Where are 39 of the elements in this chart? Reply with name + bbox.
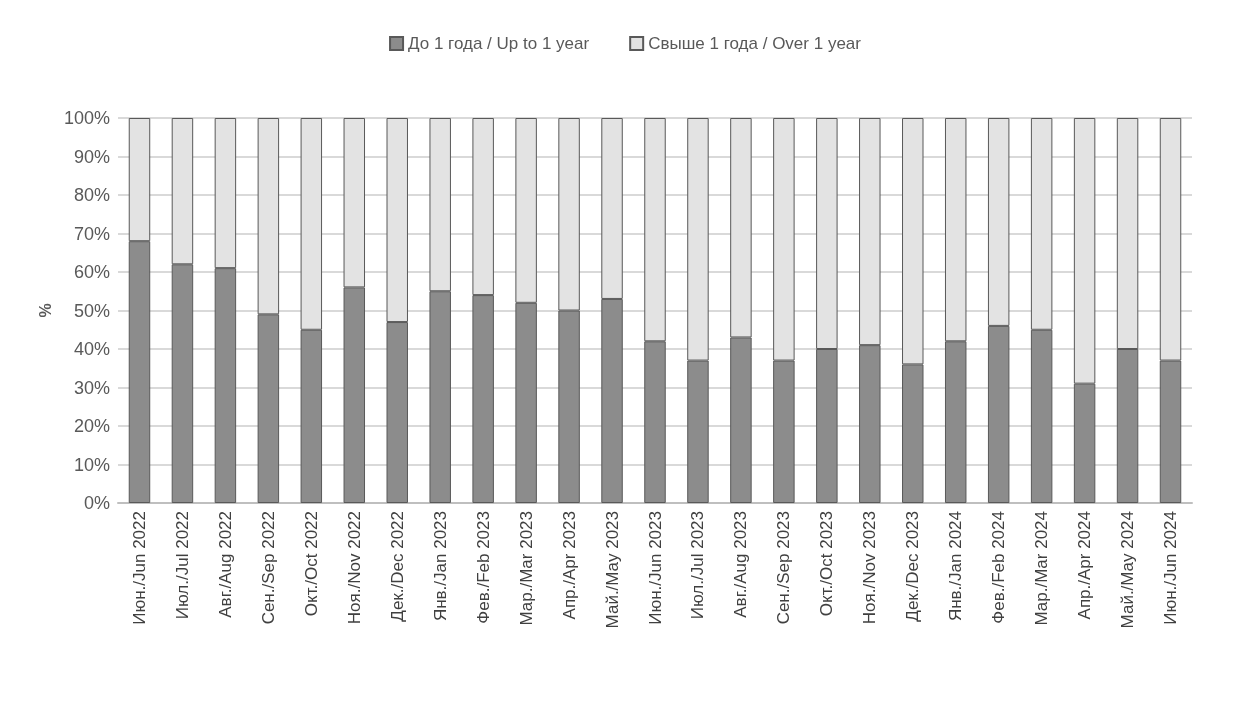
- y-tick-label: 60%: [73, 262, 110, 282]
- x-tick-label: Дек./Dec 2022: [387, 511, 407, 622]
- x-tick-label: Окт./Oct 2022: [301, 511, 321, 617]
- x-tick-label: Мар./Mar 2024: [1032, 511, 1052, 626]
- x-tick-label: Авг./Aug 2023: [731, 511, 751, 618]
- x-tick-label: Июн./Jun 2022: [129, 511, 149, 625]
- y-tick-label: 20%: [73, 416, 110, 436]
- y-tick-label: 100%: [63, 108, 110, 128]
- y-tick-label: 90%: [73, 146, 110, 167]
- x-tick-label: Июл./Jul 2022: [172, 511, 192, 620]
- x-tick-label: Ноя./Nov 2022: [344, 511, 364, 625]
- x-tick-label: Дек./Dec 2023: [903, 511, 923, 622]
- y-tick-label: 0%: [83, 493, 110, 513]
- y-axis-title: %: [36, 303, 54, 318]
- x-tick-label: Янв./Jan 2023: [430, 511, 450, 622]
- x-tick-label: Авг./Aug 2022: [215, 511, 235, 618]
- y-tick-label: 40%: [73, 339, 110, 359]
- x-tick-label: Окт./Oct 2023: [817, 511, 837, 617]
- x-tick-label: Янв./Jan 2024: [946, 511, 966, 622]
- legend-label: Свыше 1 года / Over 1 year: [648, 34, 862, 53]
- y-tick-label: 50%: [73, 300, 110, 321]
- x-tick-label: Мар./Mar 2023: [516, 511, 536, 626]
- y-tick-label: 30%: [73, 377, 110, 398]
- x-tick-label: Июн./Jun 2023: [645, 511, 665, 625]
- x-tick-label: Май./May 2024: [1118, 511, 1138, 629]
- x-tick-label: Сен./Sep 2023: [774, 511, 794, 625]
- y-tick-label: 10%: [73, 454, 110, 475]
- legend-label: До 1 года / Up to 1 year: [408, 34, 590, 53]
- x-tick-label: Апр./Apr 2024: [1075, 511, 1095, 620]
- x-tick-label: Фев./Feb 2024: [989, 511, 1009, 624]
- x-tick-label: Июл./Jul 2023: [688, 511, 708, 620]
- x-tick-label: Ноя./Nov 2023: [860, 511, 880, 625]
- x-tick-label: Апр./Apr 2023: [559, 511, 579, 620]
- y-tick-label: 80%: [73, 185, 110, 205]
- y-tick-label: 70%: [73, 223, 110, 244]
- x-tick-label: Июн./Jun 2024: [1161, 511, 1181, 625]
- x-tick-label: Сен./Sep 2022: [258, 511, 278, 625]
- x-tick-label: Май./May 2023: [602, 511, 622, 629]
- x-tick-label: Фев./Feb 2023: [473, 511, 493, 624]
